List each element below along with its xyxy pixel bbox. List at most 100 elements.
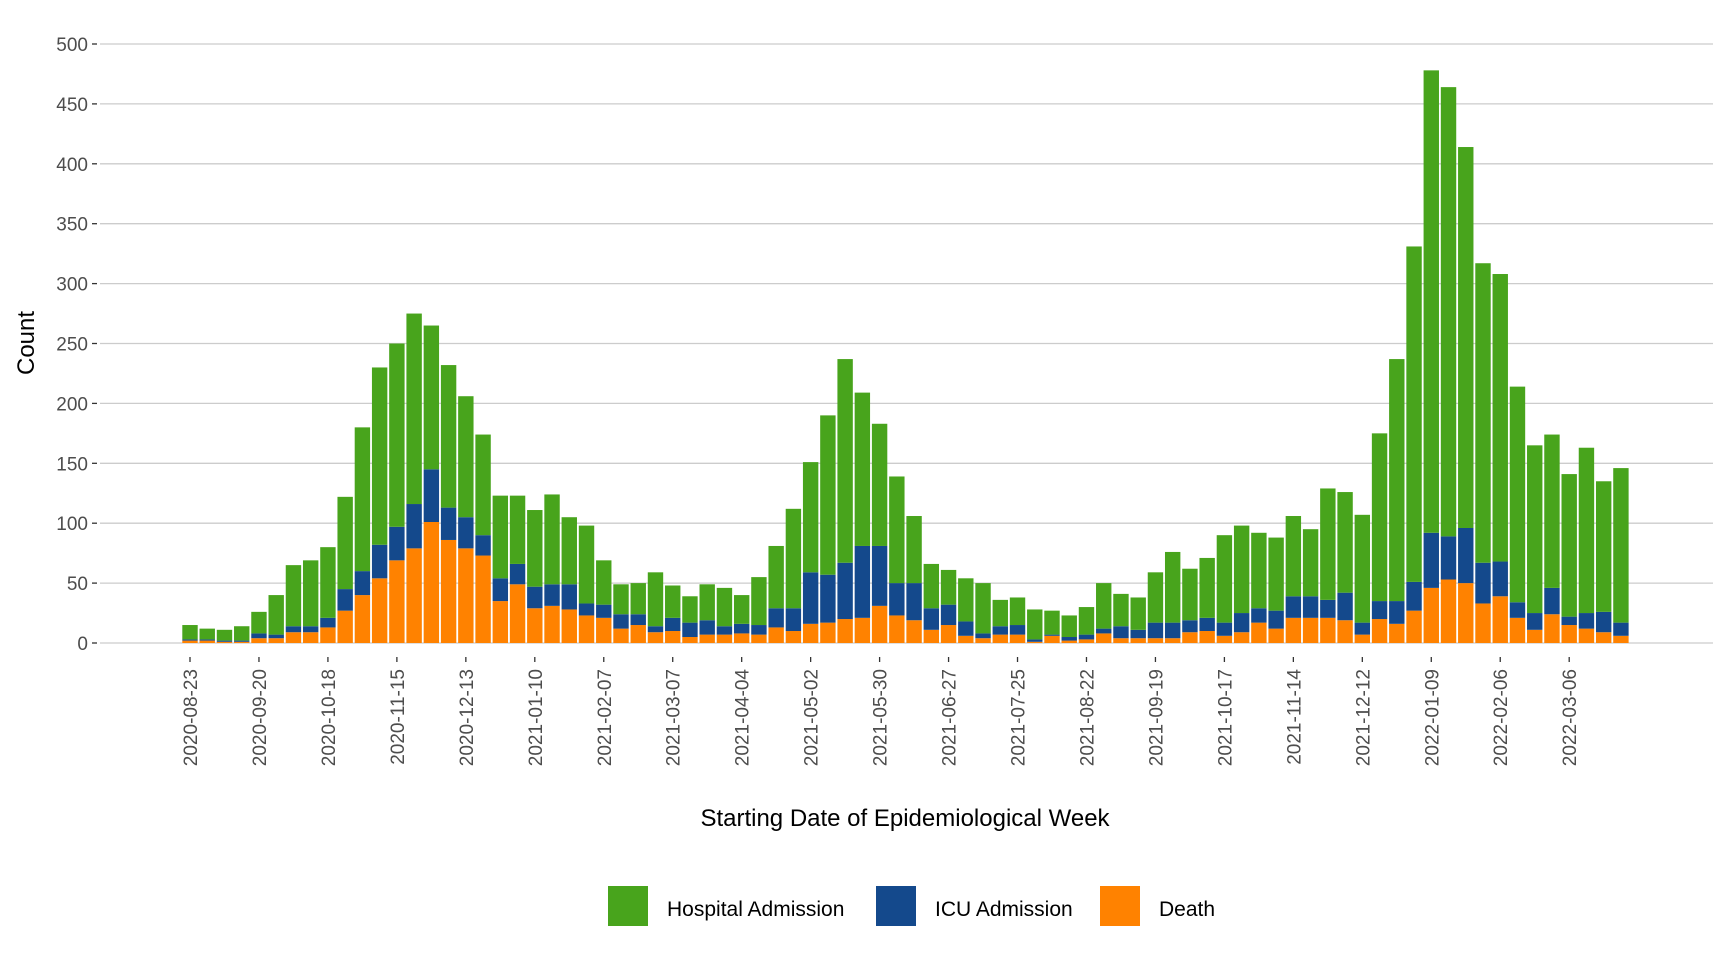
bar-segment (544, 605, 560, 643)
bar-segment (544, 494, 560, 585)
bar-segment (699, 584, 715, 621)
bar-segment (1595, 481, 1612, 612)
bar-segment (1492, 596, 1508, 643)
bar-segment (251, 638, 267, 643)
y-tick-label: 400 (56, 155, 88, 176)
bar-segment (1371, 619, 1388, 643)
bar-segment (1078, 607, 1095, 635)
bar-segment (1544, 587, 1560, 615)
bar-segment (1009, 625, 1026, 635)
bar-segment (199, 628, 215, 640)
bar-segment (733, 595, 750, 624)
bar-segment (1302, 529, 1319, 597)
x-axis-title: Starting Date of Epidemiological Week (700, 805, 1110, 832)
bar-segment (975, 638, 991, 643)
bar-segment (371, 578, 388, 643)
bar-segment (1027, 609, 1043, 640)
bar-segment (492, 601, 509, 643)
bar-segment (596, 560, 612, 605)
bar-segment (1147, 622, 1164, 639)
bar-segment (1578, 613, 1595, 629)
bar-segment (1354, 622, 1371, 635)
bar-segment (630, 614, 646, 626)
bar-segment (630, 625, 646, 643)
bar-segment (1061, 637, 1077, 641)
bar-segment (1182, 632, 1198, 643)
bar-segment (1544, 614, 1560, 643)
bar-segment (958, 635, 974, 643)
bar-segment (923, 629, 940, 643)
bar-segment (1044, 610, 1060, 635)
bar-segment (820, 574, 836, 623)
bar-segment (1216, 635, 1233, 643)
bar-segment (199, 640, 215, 643)
bar-segment (785, 608, 802, 632)
bar-segment (716, 634, 733, 643)
bar-segment (578, 615, 595, 643)
bar-segment (1078, 634, 1095, 640)
bar-segment (854, 617, 871, 643)
bar-segment (665, 631, 681, 643)
bar-segment (1182, 568, 1198, 621)
bar-segment (492, 578, 509, 602)
bar-segment (1509, 386, 1526, 603)
bar-segment (871, 423, 888, 546)
bar-segment (423, 325, 440, 470)
bar-segment (1595, 632, 1612, 643)
bar-segment (337, 496, 353, 590)
y-tick-label: 200 (56, 394, 88, 415)
bar-segment (665, 585, 681, 618)
y-tick-label: 500 (56, 35, 88, 56)
bar-segment (440, 507, 457, 540)
bar-segment (1578, 447, 1595, 614)
bar-segment (1440, 87, 1457, 537)
bar-segment (1096, 628, 1112, 634)
y-tick-label: 350 (56, 215, 88, 236)
bar-segment (1147, 638, 1164, 643)
x-tick-label: 2021-12-12 (1353, 669, 1374, 766)
bar-segment (354, 571, 371, 596)
bar-segment (837, 562, 853, 620)
bar-segment (716, 587, 733, 627)
bar-segment (699, 620, 715, 635)
x-tick-label: 2021-03-07 (664, 669, 685, 766)
bar-segment (1216, 535, 1233, 623)
x-tick-label: 2021-08-22 (1077, 669, 1098, 766)
x-tick-label: 2022-03-06 (1560, 669, 1581, 766)
bar-segment (337, 589, 353, 611)
bar-segment (475, 555, 491, 643)
bar-segment (820, 415, 836, 575)
bar-segment (1078, 639, 1095, 643)
bar-segment (889, 583, 905, 616)
bar-segment (802, 462, 819, 573)
bar-segment (389, 526, 405, 561)
bar-segment (1527, 613, 1543, 630)
bar-segment (716, 626, 733, 635)
bar-segment (1406, 246, 1422, 582)
bar-segment (1320, 599, 1336, 618)
bar-segment (1130, 629, 1146, 639)
bar-segment (1509, 602, 1526, 618)
bar-segment (613, 584, 629, 615)
bar-segment (1458, 147, 1474, 528)
bar-segment (1492, 274, 1508, 562)
bar-segment (1527, 445, 1543, 614)
bar-segment (665, 617, 681, 632)
bar-segment (596, 604, 612, 618)
bar-segment (1561, 625, 1577, 643)
bar-segment (1061, 640, 1077, 643)
bar-segment (906, 620, 922, 643)
bar-segment (1216, 622, 1233, 636)
bar-segment (1268, 628, 1284, 643)
bar-segment (1096, 583, 1112, 629)
x-tick-label: 2020-08-23 (181, 669, 202, 766)
bar-segment (1164, 551, 1181, 623)
bar-segment (647, 572, 664, 627)
bar-segment (302, 560, 319, 627)
bar-segment (423, 522, 440, 643)
bar-segment (1285, 617, 1302, 643)
bar-segment (216, 640, 233, 642)
bar-segment (1268, 537, 1284, 611)
y-tick-label: 150 (56, 454, 88, 475)
